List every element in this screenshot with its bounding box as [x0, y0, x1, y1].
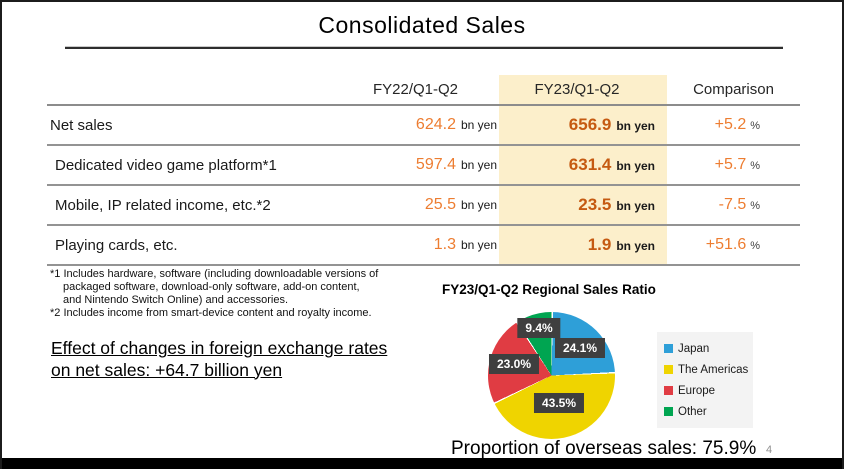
pie-label-americas: 43.5% — [533, 393, 585, 413]
comparison-value: +5.2 — [714, 116, 747, 133]
unit-label: bn yen — [460, 198, 497, 212]
fy23-value: 656.9 — [568, 115, 612, 134]
footnote-1-line-2: packaged software, download-only softwar… — [63, 281, 360, 293]
fy22-value-cell: 25.5 bn yen — [332, 196, 499, 214]
footnote-2: *2 Includes income from smart-device con… — [50, 307, 372, 319]
unit-label: bn yen — [616, 159, 655, 173]
legend-swatch-other — [664, 407, 673, 416]
column-header-comparison: Comparison — [693, 81, 774, 98]
comparison-value: -7.5 — [718, 196, 747, 213]
table-row: Mobile, IP related income, etc.*2 25.5 bn… — [47, 186, 800, 226]
column-header-fy23: FY23/Q1-Q2 — [534, 81, 620, 98]
footnote-1-line-1: *1 Includes hardware, software (includin… — [50, 268, 379, 280]
percent-sign: % — [750, 160, 760, 172]
fy22-value: 25.5 — [424, 196, 456, 213]
fy23-value-cell: 656.9 bn yen — [499, 115, 667, 135]
unit-label: bn yen — [460, 158, 497, 172]
legend-label: Europe — [678, 384, 716, 397]
fy22-value: 1.3 — [433, 236, 456, 253]
fx-effect-line-1: Effect of changes in foreign exchange ra… — [51, 338, 388, 358]
fy22-value: 624.2 — [415, 116, 456, 133]
fy23-value: 23.5 — [578, 195, 612, 214]
legend-swatch-europe — [664, 386, 673, 395]
footnote-1-line-3: and Nintendo Switch Online) and accessor… — [63, 294, 289, 306]
legend-swatch-americas — [664, 365, 673, 374]
row-label: Mobile, IP related income, etc.*2 — [55, 196, 271, 214]
row-label: Net sales — [50, 116, 113, 134]
table-row: Net sales 624.2 bn yen 656.9 bn yen +5.2% — [47, 106, 800, 146]
sales-table: FY22/Q1-Q2 FY23/Q1-Q2 Comparison Net sal… — [47, 75, 800, 266]
unit-label: bn yen — [460, 118, 497, 132]
legend-item-americas: The Americas — [664, 359, 751, 380]
fy23-value-cell: 23.5 bn yen — [499, 195, 667, 215]
row-label: Dedicated video game platform*1 — [55, 156, 277, 174]
fy23-value-cell: 631.4 bn yen — [499, 155, 667, 175]
page-number: 4 — [766, 444, 773, 456]
fy22-value-cell: 597.4 bn yen — [332, 156, 499, 174]
table-header-row: FY22/Q1-Q2 FY23/Q1-Q2 Comparison — [47, 75, 800, 106]
footnotes: *1 Includes hardware, software (includin… — [50, 268, 450, 320]
fy22-value-cell: 624.2 bn yen — [332, 116, 499, 134]
pie-label-europe: 23.0% — [488, 354, 540, 374]
unit-label: bn yen — [616, 199, 655, 213]
fy22-value-cell: 1.3 bn yen — [332, 236, 499, 254]
pie-label-japan: 24.1% — [554, 338, 606, 358]
pie-legend: Japan The Americas Europe Other — [657, 332, 753, 428]
percent-sign: % — [750, 120, 760, 132]
comparison-cell: -7.5% — [667, 196, 800, 214]
pie-chart-title: FY23/Q1-Q2 Regional Sales Ratio — [442, 282, 656, 297]
unit-label: bn yen — [616, 239, 655, 253]
overseas-sales-text: Proportion of overseas sales: 75.9% — [451, 438, 757, 459]
comparison-cell: +51.6% — [667, 236, 800, 254]
table-row: Dedicated video game platform*1 597.4 bn … — [47, 146, 800, 186]
percent-sign: % — [750, 200, 760, 212]
column-header-fy22: FY22/Q1-Q2 — [372, 81, 459, 98]
percent-sign: % — [750, 240, 760, 252]
legend-item-europe: Europe — [664, 380, 751, 401]
legend-item-other: Other — [664, 401, 751, 422]
title-underline — [65, 46, 783, 49]
fy23-value: 1.9 — [587, 235, 612, 254]
comparison-cell: +5.2% — [667, 116, 800, 134]
page-title: Consolidated Sales — [318, 12, 526, 38]
legend-label: The Americas — [678, 363, 749, 376]
table-row: Playing cards, etc. 1.3 bn yen 1.9 bn yen … — [47, 226, 800, 266]
comparison-cell: +5.7% — [667, 156, 800, 174]
fy23-value: 631.4 — [568, 155, 612, 174]
comparison-value: +51.6 — [705, 236, 747, 253]
fy23-highlight-band — [499, 75, 667, 266]
unit-label: bn yen — [460, 238, 497, 252]
pie-label-other: 9.4% — [517, 318, 561, 338]
fy22-value: 597.4 — [415, 156, 456, 173]
fx-effect-note: Effect of changes in foreign exchange ra… — [51, 338, 441, 381]
row-label: Playing cards, etc. — [55, 236, 178, 254]
comparison-value: +5.7 — [714, 156, 747, 173]
bottom-bar — [2, 458, 842, 469]
fy23-value-cell: 1.9 bn yen — [499, 235, 667, 255]
fx-effect-line-2: on net sales: +64.7 billion yen — [51, 359, 283, 380]
unit-label: bn yen — [616, 119, 655, 133]
legend-item-japan: Japan — [664, 338, 751, 359]
legend-swatch-japan — [664, 344, 673, 353]
legend-label: Japan — [678, 342, 710, 355]
legend-label: Other — [678, 405, 707, 418]
